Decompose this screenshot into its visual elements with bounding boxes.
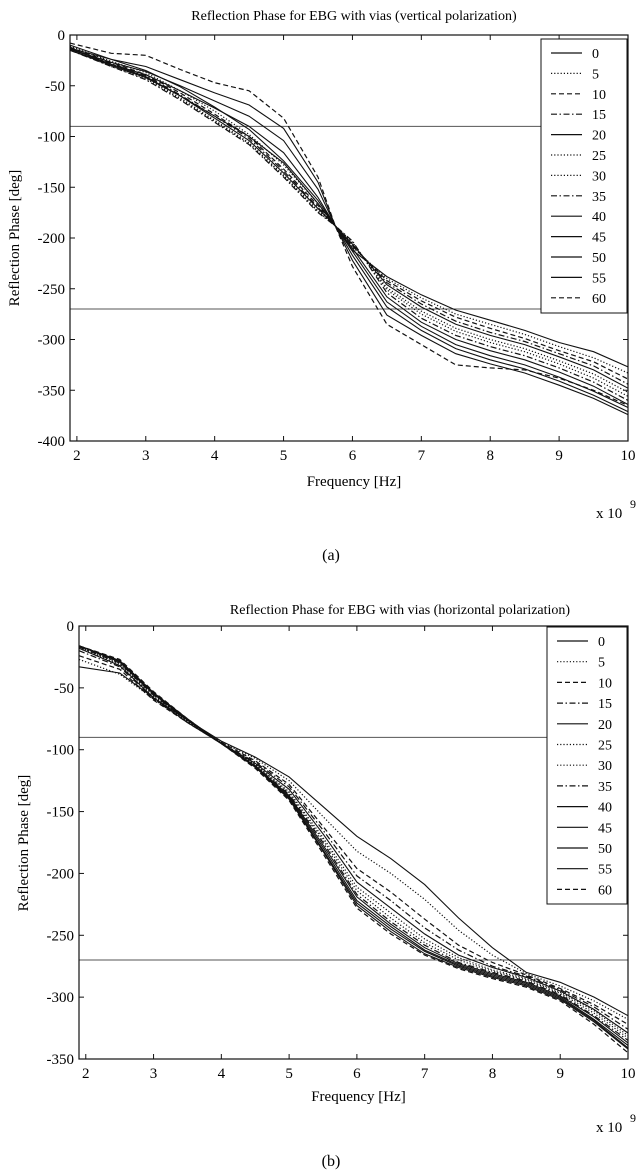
x-axis-label: Frequency [Hz] (307, 474, 402, 490)
legend-label: 50 (592, 251, 606, 266)
series-line-35 (69, 49, 629, 401)
x-tick-label: 2 (82, 1066, 90, 1082)
plot-frame (78, 625, 629, 1060)
legend-label: 5 (592, 67, 599, 82)
y-tick-label: 0 (67, 619, 75, 635)
y-axis-label: Reflection Phase [deg] (7, 170, 23, 307)
series-line-50 (78, 645, 629, 1049)
legend-label: 5 (598, 656, 605, 671)
legend-label: 35 (592, 190, 606, 205)
y-tick-label: -50 (45, 79, 65, 95)
x-axis-label: Frequency [Hz] (311, 1089, 406, 1105)
x-tick-label: 8 (486, 448, 494, 464)
x-tick-label: 6 (349, 448, 357, 464)
legend-label: 30 (592, 169, 606, 184)
series-line-20 (78, 647, 629, 1034)
x-tick-label: 10 (621, 448, 636, 464)
x-tick-label: 5 (285, 1066, 293, 1082)
legend-label: 40 (592, 210, 606, 225)
x-tick-label: 4 (211, 448, 219, 464)
series-line-45 (78, 645, 629, 1046)
y-tick-label: -350 (38, 383, 66, 399)
x-tick-label: 2 (73, 448, 81, 464)
figure-caption: (a) (322, 547, 340, 564)
series-line-30 (78, 646, 629, 1039)
y-tick-label: -400 (38, 434, 66, 450)
x-tick-label: 9 (555, 448, 563, 464)
series-line-45 (69, 49, 629, 408)
series-line-30 (69, 48, 629, 397)
y-tick-label: -300 (38, 333, 66, 349)
x-tick-label: 9 (556, 1066, 564, 1082)
legend-label: 10 (592, 88, 606, 103)
legend-label: 20 (598, 718, 612, 733)
series-line-5 (78, 658, 629, 1020)
figure-caption: (b) (322, 1153, 341, 1170)
series-line-25 (78, 647, 629, 1036)
legend-label: 15 (598, 697, 612, 712)
legend-label: 25 (592, 149, 606, 164)
y-tick-label: -100 (38, 130, 66, 146)
chart-title: Reflection Phase for EBG with vias (hori… (230, 603, 571, 618)
legend-label: 25 (598, 739, 612, 754)
series-line-15 (69, 47, 629, 385)
series-line-15 (78, 650, 629, 1030)
x-tick-label: 4 (218, 1066, 226, 1082)
chart-title: Reflection Phase for EBG with vias (vert… (191, 9, 517, 24)
y-tick-label: -200 (47, 866, 75, 882)
y-tick-label: -250 (38, 282, 66, 298)
legend-label: 45 (592, 231, 606, 246)
legend-label: 20 (592, 129, 606, 144)
series-line-0 (78, 666, 629, 1017)
legend-label: 0 (592, 47, 599, 62)
y-axis-label: Reflection Phase [deg] (16, 775, 32, 912)
y-tick-label: 0 (58, 28, 66, 44)
x-multiplier-exponent: 9 (630, 497, 636, 511)
y-tick-label: -300 (47, 990, 75, 1006)
legend-label: 10 (598, 676, 612, 691)
legend-label: 60 (598, 883, 612, 898)
legend-box (540, 38, 628, 314)
x-tick-label: 3 (150, 1066, 158, 1082)
y-tick-label: -50 (54, 681, 74, 697)
y-tick-label: -150 (47, 805, 75, 821)
legend-label: 40 (598, 801, 612, 816)
legend-label: 35 (598, 780, 612, 795)
legend-label: 55 (592, 271, 606, 286)
legend-label: 60 (592, 292, 606, 307)
y-tick-label: -100 (47, 743, 75, 759)
x-tick-label: 3 (142, 448, 150, 464)
legend-label: 30 (598, 759, 612, 774)
x-multiplier-label: x 10 (596, 1120, 622, 1136)
x-tick-label: 5 (280, 448, 288, 464)
x-tick-label: 8 (489, 1066, 497, 1082)
y-tick-label: -350 (47, 1052, 75, 1068)
series-line-60 (78, 645, 629, 1054)
legend-label: 45 (598, 821, 612, 836)
legend-label: 15 (592, 108, 606, 123)
x-multiplier-exponent: 9 (630, 1111, 636, 1125)
x-tick-label: 6 (353, 1066, 361, 1082)
y-tick-label: -250 (47, 928, 75, 944)
x-tick-label: 7 (418, 448, 426, 464)
series-line-10 (78, 655, 629, 1025)
x-multiplier-label: x 10 (596, 506, 622, 522)
series-line-55 (78, 645, 629, 1050)
x-tick-label: 10 (621, 1066, 636, 1082)
series-line-60 (69, 42, 629, 407)
legend-label: 55 (598, 863, 612, 878)
x-tick-label: 7 (421, 1066, 429, 1082)
legend-label: 50 (598, 842, 612, 857)
y-tick-label: -200 (38, 231, 66, 247)
legend-label: 0 (598, 635, 605, 650)
series-line-40 (69, 49, 629, 405)
series-line-55 (69, 47, 629, 416)
y-tick-label: -150 (38, 180, 66, 196)
